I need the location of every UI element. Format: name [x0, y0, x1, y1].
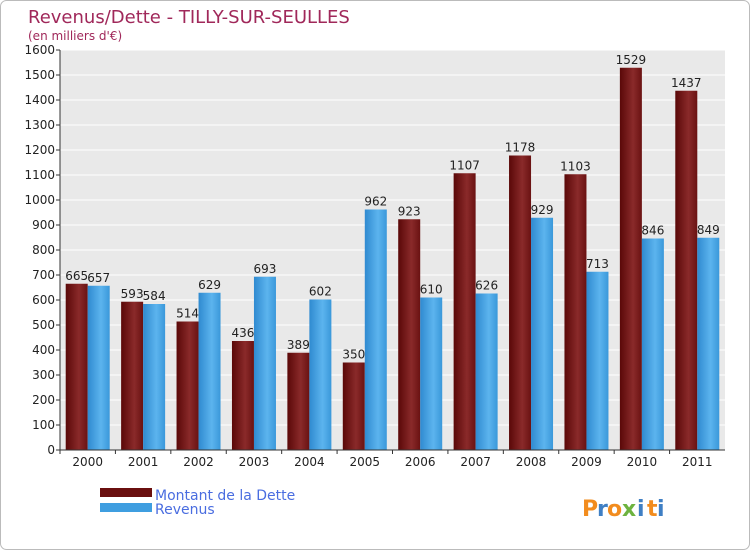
y-tick-label: 600: [32, 293, 55, 307]
revenus-bar-2000: [87, 285, 110, 450]
x-tick-label-2004: 2004: [294, 455, 325, 469]
revenus-bar-2004: [309, 299, 332, 450]
debt-bar-2001: [121, 301, 144, 450]
x-tick-label-2005: 2005: [350, 455, 381, 469]
debt-value-label-2006: 923: [398, 204, 421, 218]
revenus-bar-2009: [586, 271, 609, 450]
debt-bar-2005: [342, 362, 365, 450]
y-tick-label: 0: [47, 443, 55, 457]
revenus-value-label-2003: 693: [254, 262, 277, 276]
debt-bar-2003: [231, 341, 254, 450]
debt-value-label-2004: 389: [287, 338, 310, 352]
revenus-value-label-2010: 846: [641, 224, 664, 238]
legend-swatch-debt: [100, 488, 152, 497]
x-tick-label-2008: 2008: [516, 455, 547, 469]
revenus-value-label-2011: 849: [697, 223, 720, 237]
revenus-value-label-2009: 713: [586, 257, 609, 271]
revenus-bar-2008: [531, 217, 554, 450]
y-tick-label: 800: [32, 243, 55, 257]
revenus-bar-2002: [198, 292, 221, 450]
y-tick-label: 1200: [24, 143, 55, 157]
revenus-value-label-2000: 657: [87, 271, 110, 285]
x-tick-label-2009: 2009: [571, 455, 602, 469]
logo-letter: x: [622, 497, 636, 522]
bar-series: 665 657 593 584 514 629 436 693 389 602 350 962 923 6…: [65, 53, 720, 450]
revenus-bar-2011: [697, 237, 720, 450]
y-tick-label: 1000: [24, 193, 55, 207]
debt-value-label-2009: 1103: [560, 159, 591, 173]
legend: Montant de la Dette Revenus: [100, 488, 295, 518]
x-tick-label-2000: 2000: [72, 455, 103, 469]
x-axis-ticks: 2000 2001 2002 2003 2004 2005 2006 2007 2008 2009…: [59, 450, 713, 469]
y-tick-label: 100: [32, 418, 55, 432]
x-tick-label-2011: 2011: [682, 455, 713, 469]
debt-bar-2007: [453, 173, 476, 450]
debt-bar-2002: [176, 321, 199, 450]
logo-letter: o: [607, 497, 622, 522]
revenus-bar-2005: [364, 209, 387, 450]
y-tick-label: 500: [32, 318, 55, 332]
y-tick-label: 1600: [24, 43, 55, 57]
revenus-bar-2001: [143, 304, 166, 450]
y-tick-label: 400: [32, 343, 55, 357]
x-tick-label-2002: 2002: [183, 455, 214, 469]
debt-bar-2011: [675, 90, 698, 450]
debt-bar-2006: [398, 219, 421, 450]
debt-value-label-2002: 514: [176, 307, 199, 321]
legend-label-debt: Montant de la Dette: [155, 488, 295, 504]
logo-letter: i: [637, 497, 645, 522]
logo-letter: P: [582, 497, 598, 522]
revenus-value-label-2006: 610: [420, 283, 443, 297]
y-tick-label: 1300: [24, 118, 55, 132]
debt-bar-2009: [564, 174, 587, 450]
debt-bar-2010: [619, 67, 642, 450]
debt-value-label-2005: 350: [342, 348, 365, 362]
y-tick-label: 200: [32, 393, 55, 407]
revenus-bar-2003: [253, 276, 276, 450]
legend-label-revenus: Revenus: [155, 502, 215, 518]
revenus-bar-2007: [475, 293, 498, 450]
debt-value-label-2008: 1178: [505, 141, 536, 155]
revenus-bar-2010: [641, 238, 664, 450]
chart-title: Revenus/Dette - TILLY-SUR-SEULLES: [28, 7, 350, 28]
y-tick-label: 700: [32, 268, 55, 282]
y-tick-label: 300: [32, 368, 55, 382]
debt-bar-2000: [65, 283, 88, 450]
debt-bar-2004: [287, 352, 310, 450]
logo-letter: r: [597, 497, 608, 522]
grid-lines: [60, 49, 725, 426]
x-tick-label-2003: 2003: [239, 455, 270, 469]
debt-value-label-2011: 1437: [671, 76, 702, 90]
y-tick-label: 1100: [24, 168, 55, 182]
revenus-value-label-2007: 626: [475, 279, 498, 293]
y-tick-label: 900: [32, 218, 55, 232]
x-tick-label-2006: 2006: [405, 455, 436, 469]
chart-subtitle: (en milliers d'€): [28, 29, 122, 43]
x-tick-label-2010: 2010: [627, 455, 658, 469]
x-tick-label-2007: 2007: [460, 455, 491, 469]
proxiti-logo: Pr o x i t i: [582, 497, 665, 522]
revenus-value-label-2002: 629: [198, 278, 221, 292]
debt-value-label-2010: 1529: [616, 53, 647, 67]
debt-value-label-2003: 436: [232, 326, 255, 340]
revenus-bar-2006: [420, 297, 443, 450]
y-tick-label: 1400: [24, 93, 55, 107]
debt-value-label-2000: 665: [65, 269, 88, 283]
revenus-value-label-2001: 584: [143, 289, 166, 303]
revenus-value-label-2008: 929: [531, 203, 554, 217]
debt-bar-2008: [509, 155, 532, 450]
revenus-value-label-2004: 602: [309, 285, 332, 299]
x-tick-label-2001: 2001: [128, 455, 159, 469]
legend-swatch-revenus: [100, 503, 152, 512]
debt-value-label-2007: 1107: [449, 158, 480, 172]
revenus-value-label-2005: 962: [364, 195, 387, 209]
y-axis-ticks: 0 100 200 300 400 500 600 700 800 900 1000 1100 1200…: [24, 43, 60, 457]
debt-value-label-2001: 593: [121, 287, 144, 301]
logo-letter: i: [657, 497, 665, 522]
logo-letter: t: [647, 497, 658, 522]
y-tick-label: 1500: [24, 68, 55, 82]
